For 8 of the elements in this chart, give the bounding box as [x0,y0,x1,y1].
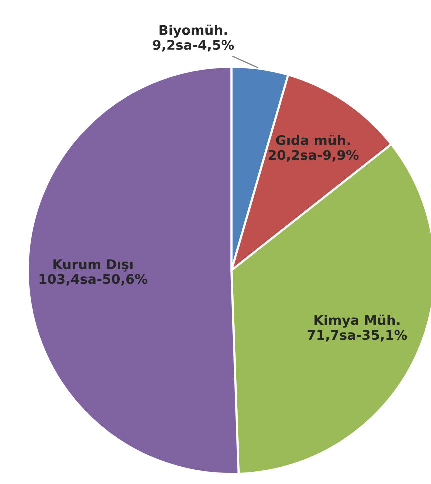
data-label: 103,4sa-50,6% [40,274,148,286]
slice-label: Kimya Müh. [314,314,400,328]
data-label: 20,2sa-9,9% [268,150,359,162]
data-label: 9,2sa-4,5% [153,40,234,52]
slice-label: Kurum Dışı [54,260,133,272]
slice-label: Biyomüh. [160,24,228,38]
slice-label: Gıda müh. [276,135,350,146]
data-label: 71,7sa-35,1% [308,330,408,342]
